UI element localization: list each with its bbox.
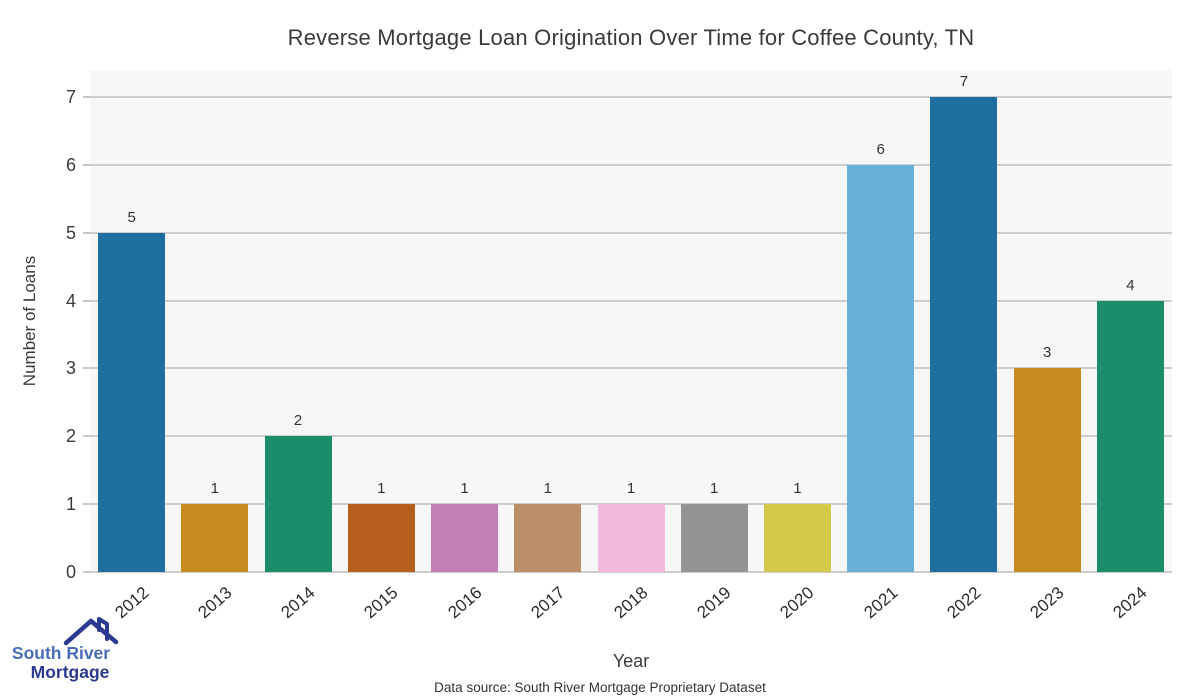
gridline-y4: [90, 299, 1172, 302]
y-tick-label-5: 5: [65, 222, 76, 243]
y-tick-label-2: 2: [65, 426, 76, 447]
bar-value-label-2017: 1: [543, 480, 552, 498]
y-tick-mark-7: [83, 96, 90, 99]
bar-2023: [1013, 368, 1081, 572]
y-tick-label-0: 0: [65, 562, 76, 582]
bar-value-label-2024: 4: [1126, 276, 1135, 294]
bar-2022: [930, 97, 998, 572]
bar-value-label-2020: 1: [793, 480, 802, 498]
y-tick-label-6: 6: [65, 154, 76, 175]
chart-title: Reverse Mortgage Loan Origination Over T…: [287, 25, 975, 50]
bar-2013: [181, 504, 249, 572]
bar-value-label-2018: 1: [626, 480, 636, 498]
bar-2016: [431, 504, 499, 572]
y-tick-label-3: 3: [65, 358, 76, 379]
plot-area: 5 1 2 1 1 1 1 1 1 6 7 3 4: [90, 70, 1172, 573]
y-tick-mark-0: [83, 571, 90, 573]
bar-value-label-2015: 1: [377, 480, 386, 498]
bar-value-label-2012: 5: [127, 208, 136, 226]
y-tick-mark-6: [83, 163, 90, 166]
y-tick-mark-3: [83, 367, 90, 370]
y-tick-mark-1: [83, 503, 90, 506]
y-tick-mark-5: [83, 231, 90, 234]
y-tick-mark-2: [83, 435, 90, 438]
bar-value-label-2023: 3: [1042, 344, 1052, 362]
bar-2020: [763, 504, 831, 572]
bar-2015: [347, 504, 415, 572]
gridline-y3: [90, 367, 1172, 370]
y-axis-title: Number of Loans: [20, 255, 39, 387]
y-tick-mark-4: [83, 299, 90, 302]
bar-value-label-2014: 2: [293, 412, 303, 430]
bar-value-label-2013: 1: [210, 480, 220, 498]
bar-2017: [514, 504, 582, 572]
bar-value-label-2022: 7: [959, 73, 969, 91]
bar-value-label-2019: 1: [710, 480, 719, 498]
gridline-y2: [90, 435, 1172, 438]
gridline-y5: [90, 231, 1172, 234]
gridline-y6: [90, 163, 1172, 166]
gridline-y7: [90, 96, 1172, 99]
south-river-mortgage-logo: South River Mortgage: [12, 617, 119, 682]
x-axis-title: Year: [612, 651, 650, 671]
y-tick-label-7: 7: [65, 87, 76, 108]
logo-text-south-river: South River: [12, 643, 110, 663]
y-tick-label-1: 1: [65, 494, 76, 515]
bar-value-label-2021: 6: [876, 140, 885, 158]
bar-2014: [264, 436, 332, 572]
bar-2012: [98, 232, 166, 572]
logo-text-mortgage: Mortgage: [31, 662, 110, 682]
gridline-y0: [90, 571, 1172, 573]
bar-2021: [847, 164, 915, 572]
bar-value-label-2016: 1: [460, 480, 469, 498]
bar-2024: [1096, 300, 1164, 572]
bar-2019: [680, 504, 748, 572]
y-tick-label-4: 4: [65, 290, 76, 311]
bar-2018: [597, 504, 665, 572]
house-roof-icon: [63, 617, 119, 646]
data-source-note: Data source: South River Mortgage Propri…: [434, 680, 766, 695]
